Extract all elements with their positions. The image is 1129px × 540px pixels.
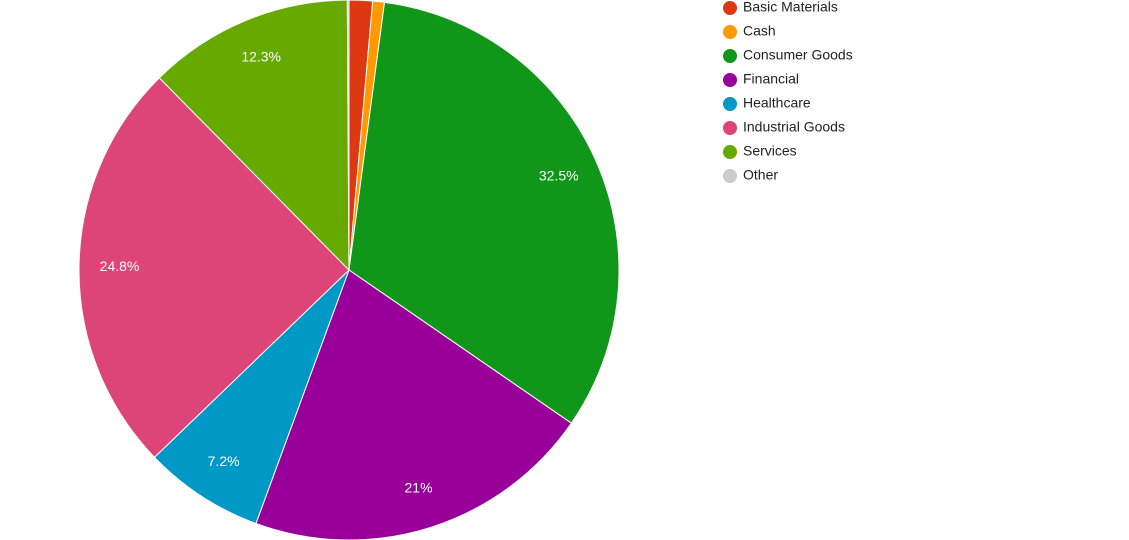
legend-marker [723,1,737,15]
slice-label: 21% [405,479,433,495]
legend-marker [723,73,737,87]
legend-label: Other [743,167,778,183]
legend-label: Basic Materials [743,0,838,15]
pie-slice [153,269,350,525]
legend-marker [723,49,737,63]
pie-slice [348,1,620,424]
slice-label: 24.8% [100,258,140,274]
pie-slice [255,269,573,540]
slice-label: 7.2% [208,453,240,469]
legend-label: Cash [743,23,776,39]
legend-label: Services [743,143,797,159]
legend-label: Industrial Goods [743,119,845,135]
slice-label: 32.5% [539,168,579,184]
legend-marker [723,145,737,159]
legend-marker [723,121,737,135]
legend-label: Consumer Goods [743,47,853,63]
legend-marker [723,97,737,111]
pie-slice [346,0,350,271]
legend-marker [723,25,737,39]
legend-marker [723,169,737,183]
pie-slice [78,77,350,458]
pie-slice [158,0,350,272]
legend-label: Healthcare [743,95,811,111]
legend-label: Financial [743,71,799,87]
slice-label: 12.3% [241,49,281,65]
